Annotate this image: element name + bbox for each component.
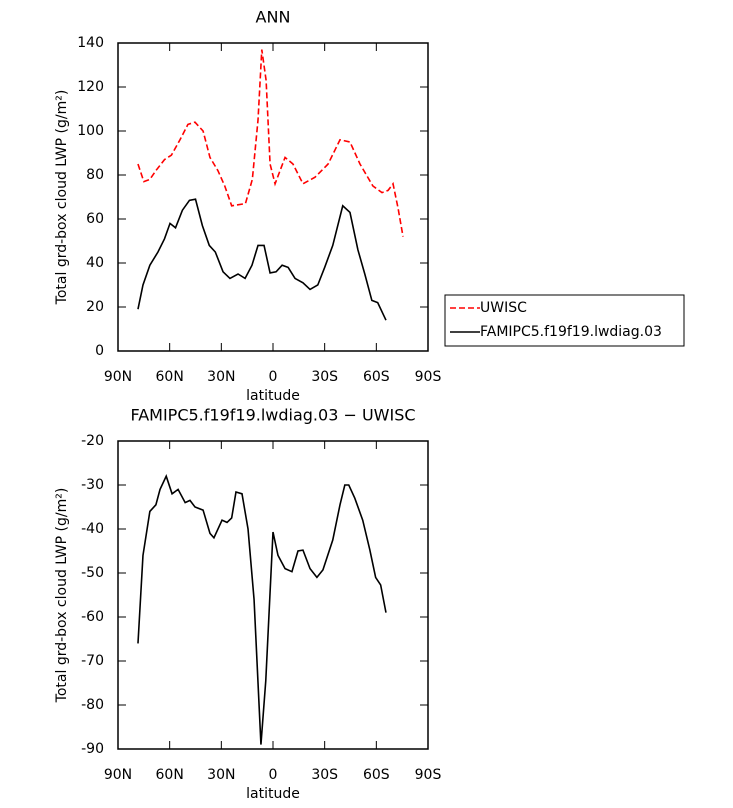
x-tick-label: 90N [104, 767, 132, 783]
x-tick-label: 90S [415, 369, 442, 385]
x-tick-label: 0 [269, 767, 278, 783]
y-axis-label: Total grd-box cloud LWP (g/m²) [54, 90, 70, 306]
y-tick-label: 40 [86, 255, 104, 271]
x-tick-label: 30S [311, 767, 338, 783]
y-tick-label: -80 [81, 697, 104, 713]
plot-frame [117, 440, 429, 750]
y-tick-label: -70 [81, 653, 104, 669]
legend-label: FAMIPC5.f19f19.lwdiag.03 [480, 324, 662, 340]
y-tick-label: 120 [77, 79, 104, 95]
chart-title: FAMIPC5.f19f19.lwdiag.03 − UWISC [130, 406, 415, 425]
x-tick-label: 30S [311, 369, 338, 385]
data-line [137, 474, 387, 745]
x-tick-label: 90N [104, 369, 132, 385]
data-line [137, 198, 387, 321]
x-tick-label: 0 [269, 369, 278, 385]
x-tick-label: 60N [156, 369, 184, 385]
y-tick-label: -30 [81, 477, 104, 493]
x-axis-label: latitude [246, 786, 300, 802]
y-tick-label: -50 [81, 565, 104, 581]
y-tick-label: -40 [81, 521, 104, 537]
y-tick-label: -60 [81, 609, 104, 625]
y-tick-label: 140 [77, 35, 104, 51]
y-tick-label: -90 [81, 741, 104, 757]
x-tick-label: 90S [415, 767, 442, 783]
y-tick-label: -20 [81, 433, 104, 449]
plot-frame [117, 42, 429, 352]
x-axis-label: latitude [246, 388, 300, 404]
y-tick-label: 0 [95, 343, 104, 359]
data-line [137, 49, 404, 237]
x-tick-label: 30N [207, 369, 235, 385]
x-tick-label: 60S [363, 369, 390, 385]
y-axis-label: Total grd-box cloud LWP (g/m²) [54, 488, 70, 704]
x-tick-label: 60S [363, 767, 390, 783]
y-tick-label: 100 [77, 123, 104, 139]
chart-title: ANN [256, 8, 291, 27]
x-tick-label: 60N [156, 767, 184, 783]
y-tick-label: 20 [86, 299, 104, 315]
legend-box [444, 294, 685, 347]
legend-label: UWISC [480, 300, 527, 316]
y-tick-label: 60 [86, 211, 104, 227]
x-tick-label: 30N [207, 767, 235, 783]
y-tick-label: 80 [86, 167, 104, 183]
